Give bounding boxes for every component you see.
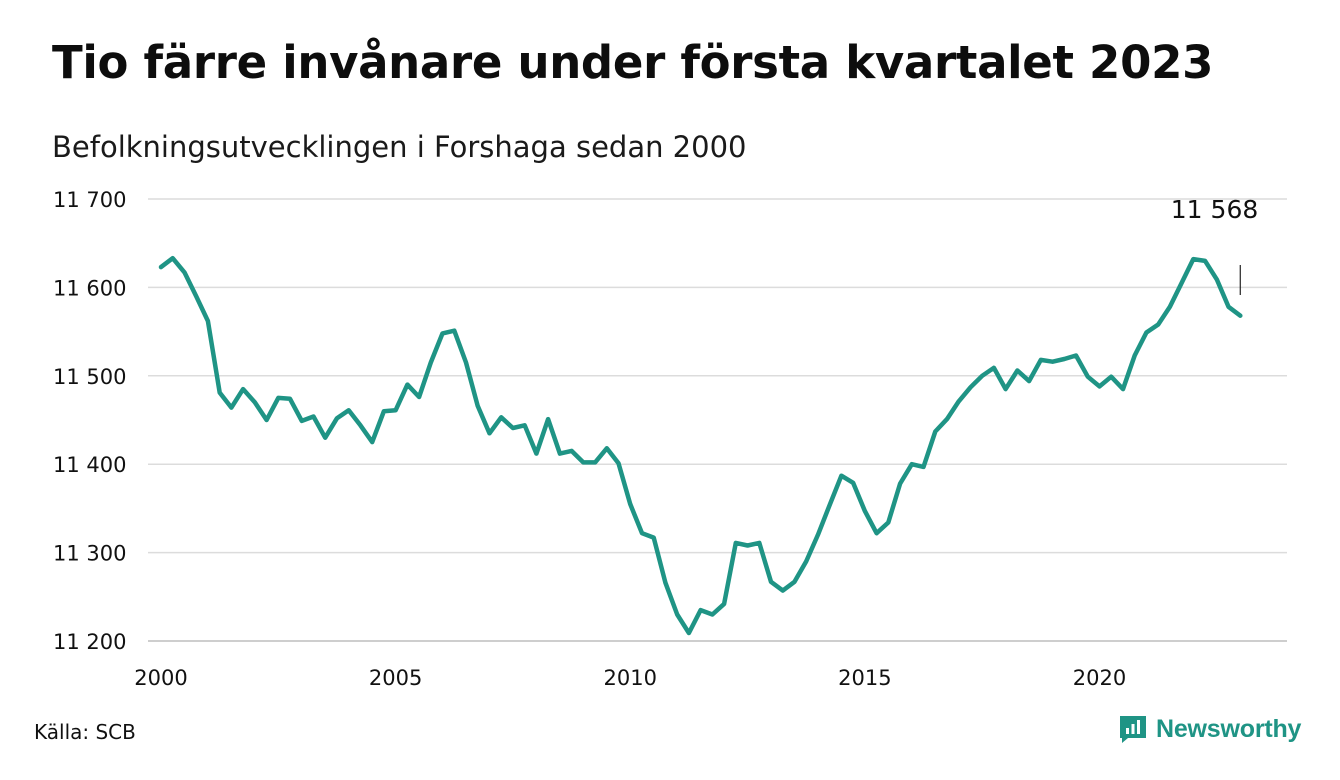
gridlines [148, 198, 1287, 642]
y-tick-label: 11 200 [53, 630, 126, 654]
y-axis: 11 200 11 300 11 400 11 500 11 600 11 700 [53, 188, 126, 654]
y-tick-label: 11 400 [53, 453, 126, 477]
annotation-group: 11 568 [1171, 195, 1258, 295]
y-tick-label: 11 500 [53, 365, 126, 389]
x-tick-label: 2005 [369, 666, 422, 690]
newsworthy-logo-icon [1120, 716, 1146, 743]
x-tick-label: 2010 [604, 666, 657, 690]
annotation-label: 11 568 [1171, 195, 1258, 224]
x-axis: 2000 2005 2010 2015 2020 [134, 666, 1126, 690]
x-tick-label: 2015 [838, 666, 891, 690]
y-tick-label: 11 300 [53, 542, 126, 566]
x-tick-label: 2000 [134, 666, 187, 690]
x-tick-label: 2020 [1073, 666, 1126, 690]
chart-subtitle: Befolkningsutvecklingen i Forshaga sedan… [52, 130, 747, 164]
line-chart: 11 200 11 300 11 400 11 500 11 600 11 700 200… [53, 188, 1287, 690]
series-group [158, 255, 1243, 636]
chart-title: Tio färre invånare under första kvartale… [52, 36, 1214, 89]
brand-name: Newsworthy [1156, 714, 1302, 743]
y-tick-label: 11 700 [53, 188, 126, 212]
y-tick-label: 11 600 [53, 276, 126, 300]
series-line [158, 255, 1243, 636]
source-note: Källa: SCB [34, 720, 136, 744]
brand-logo: Newsworthy [1118, 714, 1301, 744]
